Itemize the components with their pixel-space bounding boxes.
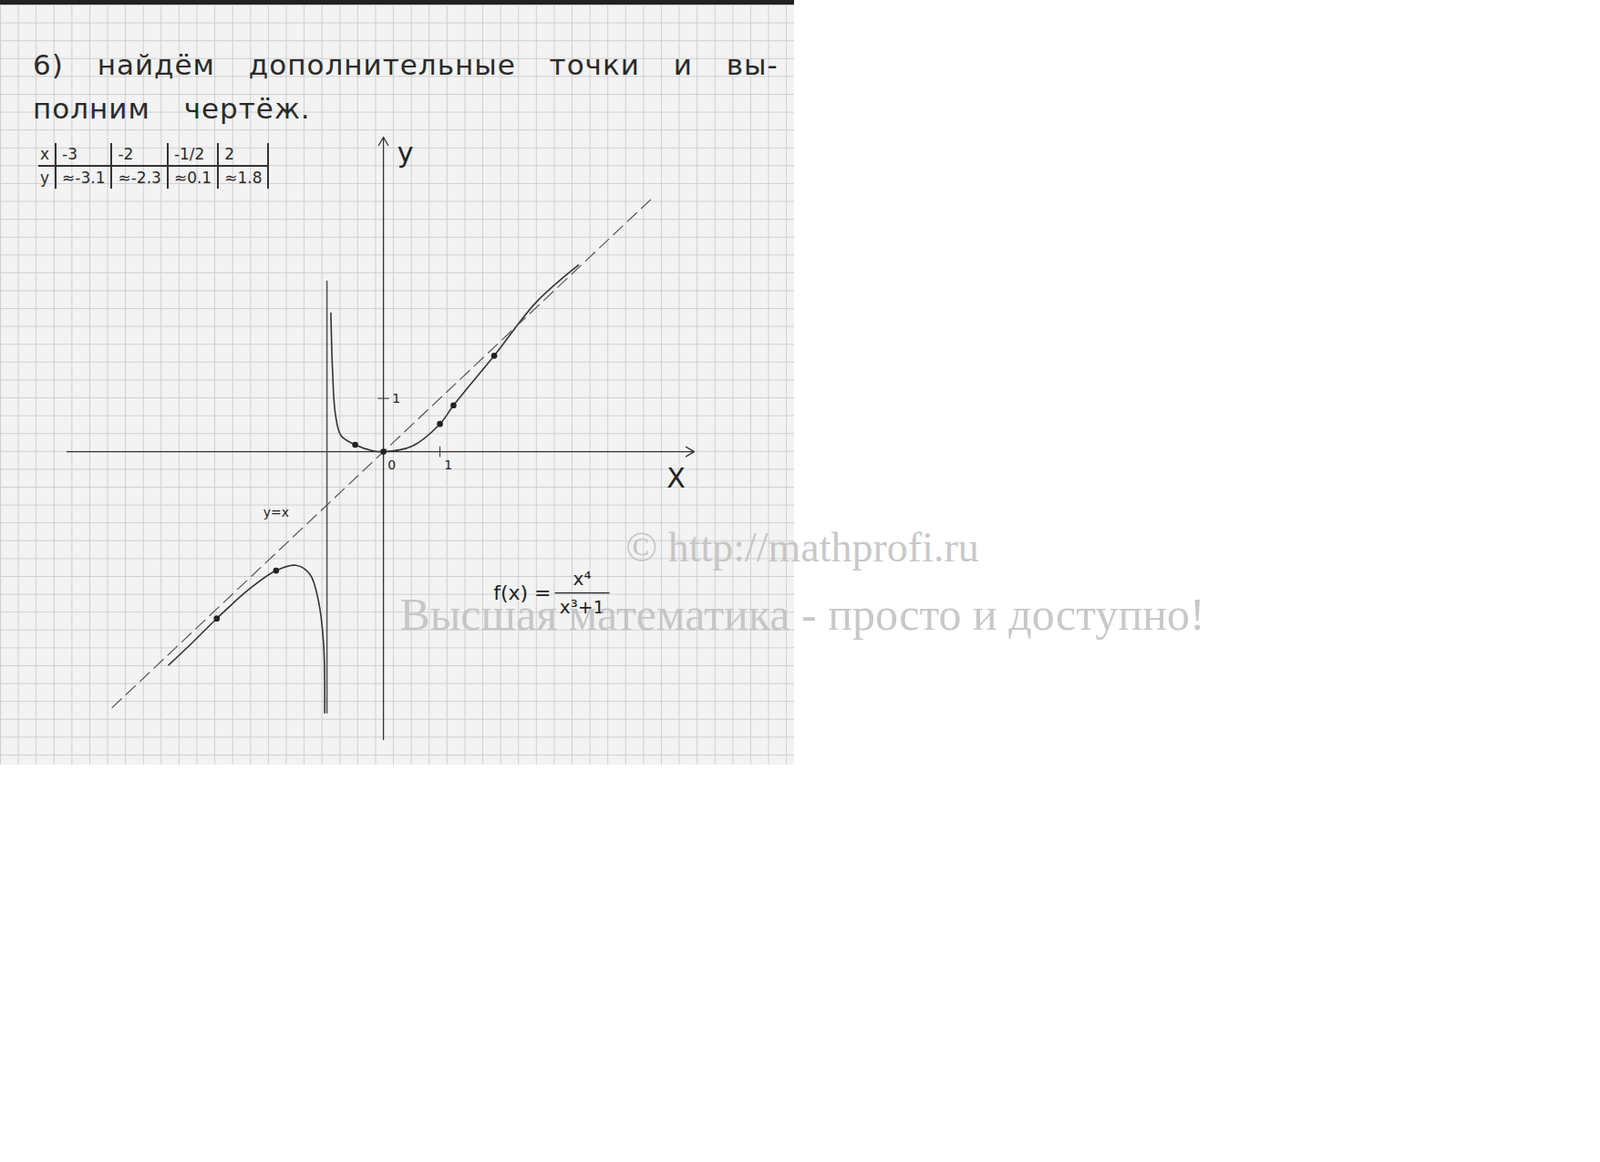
html-text:y: y — [40, 168, 50, 187]
html-text:x: x — [40, 144, 50, 164]
html-text:≈1.8: ≈1.8 — [224, 168, 263, 187]
svg-text:1: 1 — [443, 457, 453, 473]
svg-text:y: y — [397, 136, 414, 169]
html-text:-2: -2 — [118, 144, 134, 164]
html-text:6) найдём дополнительные точки: 6) найдём дополнительные точки и вы- — [32, 48, 779, 82]
html-text:-3: -3 — [62, 144, 78, 164]
html-text:≈-3.1: ≈-3.1 — [62, 168, 106, 187]
svg-text:X: X — [666, 462, 686, 495]
html-text:полним чертёж.: полним чертёж. — [32, 92, 311, 125]
html-text:-1/2: -1/2 — [174, 144, 205, 164]
svg-text:1: 1 — [392, 391, 401, 406]
html-text:2: 2 — [224, 144, 235, 164]
html-text:≈0.1: ≈0.1 — [174, 168, 212, 187]
html-text:≈-2.3: ≈-2.3 — [118, 168, 162, 187]
svg-text:x⁴: x⁴ — [573, 567, 592, 590]
svg-text:0: 0 — [387, 457, 396, 473]
svg-text:y=x: y=x — [263, 505, 290, 520]
html-text:© http://mathprofi.ru: © http://mathprofi.ru — [625, 524, 979, 571]
html-text:Высшая математика - просто и д: Высшая математика - просто и доступно! — [399, 588, 1205, 640]
